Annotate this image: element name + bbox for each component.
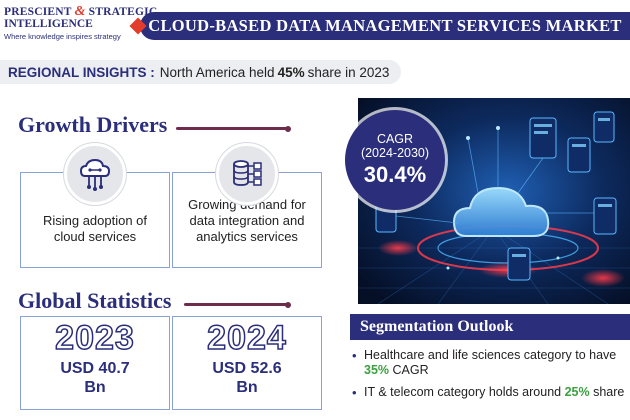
regional-insights-banner: REGIONAL INSIGHTS : North America held 4…	[0, 60, 402, 84]
regional-insights-label: REGIONAL INSIGHTS :	[8, 64, 155, 80]
global-statistics-divider	[184, 303, 288, 306]
segmentation-text: Healthcare and life sciences category to…	[364, 348, 617, 362]
growth-drivers-divider	[176, 127, 288, 130]
segmentation-highlight: 25%	[564, 385, 590, 399]
segmentation-item-healthcare: Healthcare and life sciences category to…	[352, 348, 627, 378]
cagr-value: 30.4%	[363, 162, 427, 187]
cagr-label: CAGR	[376, 132, 414, 146]
stat-year: 2023	[54, 319, 135, 357]
stat-card-2023: 2023 USD 40.7 Bn	[20, 316, 170, 410]
cloud-circuit-icon	[64, 143, 126, 205]
stat-year: 2024	[206, 319, 287, 357]
stat-card-2024: 2024 USD 52.6 Bn	[172, 316, 322, 410]
regional-text-before: North America held	[159, 64, 275, 80]
stat-value-amount: USD 52.6	[212, 360, 282, 377]
page-title: CLOUD-BASED DATA MANAGEMENT SERVICES MAR…	[140, 12, 630, 40]
regional-text-after: share in 2023	[307, 64, 390, 80]
segmentation-text: CAGR	[392, 363, 429, 377]
segmentation-text: share	[593, 385, 625, 399]
regional-share-value: 45%	[277, 64, 305, 80]
logo-tagline: Where knowledge inspires strategy	[4, 32, 121, 41]
cagr-badge: CAGR (2024-2030) 30.4%	[345, 110, 445, 210]
growth-driver-text: Rising adoption of cloud services	[42, 213, 148, 244]
segmentation-text: IT & telecom category holds around	[364, 385, 562, 399]
segmentation-item-it-telecom: IT & telecom category holds around 25% s…	[352, 385, 627, 400]
global-statistics-title: Global Statistics	[18, 288, 172, 313]
company-logo[interactable]: PRESCIENT & STRATEGIC INTELLIGENCE Where…	[4, 4, 157, 48]
growth-drivers-divider-dot	[285, 125, 291, 132]
database-network-icon	[216, 143, 278, 205]
logo-word-strategic: STRATEGIC	[88, 6, 158, 18]
logo-word-prescient: PRESCIENT	[4, 6, 72, 18]
global-statistics-divider-dot	[285, 301, 291, 308]
logo-word-intelligence: INTELLIGENCE	[4, 18, 93, 30]
stat-value-unit: Bn	[236, 379, 258, 396]
growth-driver-text: Growing demand for data integration and …	[188, 197, 306, 244]
logo-ampersand: &	[74, 4, 86, 19]
stat-value-amount: USD 40.7	[60, 360, 130, 377]
growth-drivers-title: Growth Drivers	[18, 112, 168, 137]
segmentation-outlook-title: Segmentation Outlook	[350, 314, 630, 340]
stat-value-unit: Bn	[84, 379, 106, 396]
segmentation-highlight: 35%	[364, 363, 390, 377]
cagr-period: (2024-2030)	[360, 146, 430, 160]
header: PRESCIENT & STRATEGIC INTELLIGENCE Where…	[0, 0, 630, 52]
